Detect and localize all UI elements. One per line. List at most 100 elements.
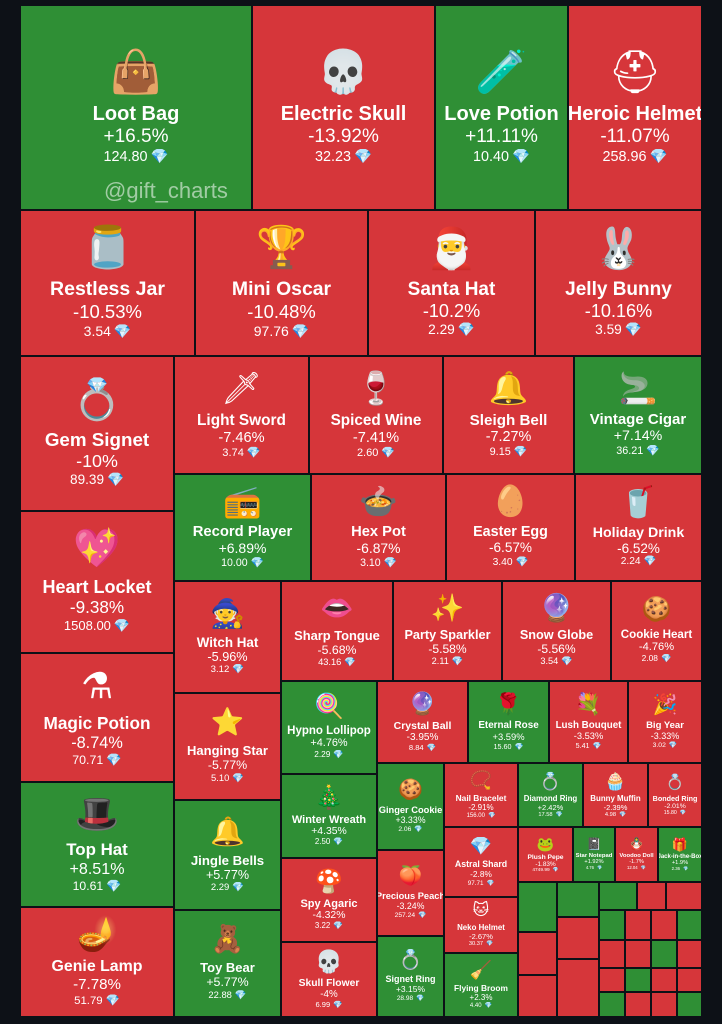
gift-name: Snow Globe [519, 628, 594, 642]
jelly-bunny-icon: 🐰 [593, 226, 644, 271]
tile-record-player[interactable]: 📻 Record Player +6.89% 10.00 💎 [174, 474, 311, 581]
tile-snow-globe[interactable]: 🔮 Snow Globe -5.56% 3.54 💎 [502, 581, 611, 681]
tile-voodoo-doll[interactable]: 🪆 Voodoo Doll -1.7% 12.04 💎 [615, 827, 658, 882]
tile-winter-wreath[interactable]: 🎄 Winter Wreath +4.35% 2.50 💎 [281, 774, 377, 858]
tile-holiday-drink[interactable]: 🥤 Holiday Drink -6.52% 2.24 💎 [575, 474, 702, 581]
tile-jack-in-the-box[interactable]: 🎁 Jack-in-the-Box +1.9% 2.36 💎 [658, 827, 702, 882]
diamond-icon: 💎 [484, 1003, 493, 1009]
tile-bunny-muffin[interactable]: 🧁 Bunny Muffin -2.39% 4.98 💎 [583, 763, 648, 827]
tile-toy-bear[interactable]: 🧸 Toy Bear +5.77% 22.88 💎 [174, 910, 281, 1017]
tile-unlabeled[interactable] [518, 882, 557, 932]
price-value: 124.80 [103, 148, 148, 165]
tile-hex-pot[interactable]: 🍲 Hex Pot -6.87% 3.10 💎 [311, 474, 446, 581]
tile-signet-ring[interactable]: 💍 Signet Ring +3.15% 28.98 💎 [377, 936, 444, 1017]
tile-unlabeled[interactable] [599, 968, 625, 992]
tile-hanging-star[interactable]: ⭐ Hanging Star -5.77% 5.10 💎 [174, 693, 281, 800]
tile-skull-flower[interactable]: 💀 Skull Flower -4% 6.99 💎 [281, 942, 377, 1017]
price-change: -4.76% [638, 641, 675, 653]
price-value: 4749.99 [532, 867, 550, 873]
tile-unlabeled[interactable] [557, 882, 599, 917]
tile-unlabeled[interactable] [651, 910, 677, 940]
tile-ginger-cookie[interactable]: 🍪 Ginger Cookie +3.33% 2.06 💎 [377, 763, 444, 850]
tile-bonded-ring[interactable]: 💍 Bonded Ring -2.01% 15.80 💎 [648, 763, 702, 827]
tile-santa-hat[interactable]: 🎅 Santa Hat -10.2% 2.29 💎 [368, 210, 535, 356]
tile-unlabeled[interactable] [625, 968, 651, 992]
tile-star-notepad[interactable]: 📓 Star Notepad +1.92% 4.76 💎 [573, 827, 615, 882]
diamond-icon: 💎 [487, 813, 496, 819]
tile-sharp-tongue[interactable]: 👄 Sharp Tongue -5.68% 43.16 💎 [281, 581, 393, 681]
tile-unlabeled[interactable] [651, 968, 677, 992]
price-value: 10.00 [221, 557, 248, 569]
tile-precious-peach[interactable]: 🍑 Precious Peach -3.24% 257.24 💎 [377, 850, 444, 936]
tile-unlabeled[interactable] [625, 940, 651, 968]
tile-unlabeled[interactable] [599, 940, 625, 968]
tile-neko-helmet[interactable]: 🐱 Neko Helmet -2.67% 30.37 💎 [444, 897, 518, 953]
diamond-icon: 💎 [683, 865, 689, 871]
tile-heart-locket[interactable]: 💖 Heart Locket -9.38% 1508.00 💎 [20, 511, 174, 653]
tile-heroic-helmet[interactable]: ⛑ Heroic Helmet -11.07% 258.96 💎 [568, 5, 702, 210]
diamond-icon: 💎 [624, 321, 642, 337]
tile-top-hat[interactable]: 🎩 Top Hat +8.51% 10.61 💎 [20, 782, 174, 907]
tile-diamond-ring[interactable]: 💍 Diamond Ring +2.42% 17.58 💎 [518, 763, 583, 827]
tile-big-year[interactable]: 🎉 Big Year -3.33% 3.02 💎 [628, 681, 702, 763]
price-change: -1.7% [629, 859, 644, 865]
tile-magic-potion[interactable]: ⚗ Magic Potion -8.74% 70.71 💎 [20, 653, 174, 782]
tile-unlabeled[interactable] [599, 992, 625, 1017]
tile-unlabeled[interactable] [518, 932, 557, 975]
diamond-icon: 💎 [555, 811, 563, 818]
tile-sleigh-bell[interactable]: 🔔 Sleigh Bell -7.27% 9.15 💎 [443, 356, 574, 474]
flying-broom-icon: 🧹 [469, 960, 493, 980]
tile-spy-agaric[interactable]: 🍄 Spy Agaric -4.32% 3.22 💎 [281, 858, 377, 942]
tile-easter-egg[interactable]: 🥚 Easter Egg -6.57% 3.40 💎 [446, 474, 575, 581]
tile-flying-broom[interactable]: 🧹 Flying Broom +2.3% 4.40 💎 [444, 953, 518, 1017]
tile-genie-lamp[interactable]: 🪔 Genie Lamp -7.78% 51.79 💎 [20, 907, 174, 1017]
tile-unlabeled[interactable] [677, 968, 702, 992]
tile-unlabeled[interactable] [599, 910, 625, 940]
tile-party-sparkler[interactable]: ✨ Party Sparkler -5.58% 2.11 💎 [393, 581, 502, 681]
tile-nail-bracelet[interactable]: 📿 Nail Bracelet -2.91% 156.00 💎 [444, 763, 518, 827]
tile-unlabeled[interactable] [637, 882, 666, 910]
tile-lush-bouquet[interactable]: 💐 Lush Bouquet -3.53% 5.41 💎 [549, 681, 628, 763]
price-value: 156.00 [466, 813, 485, 819]
tile-witch-hat[interactable]: 🧙 Witch Hat -5.96% 3.12 💎 [174, 581, 281, 693]
tile-vintage-cigar[interactable]: 🚬 Vintage Cigar +7.14% 36.21 💎 [574, 356, 702, 474]
tile-hypno-lollipop[interactable]: 🍭 Hypno Lollipop +4.76% 2.29 💎 [281, 681, 377, 774]
tile-unlabeled[interactable] [677, 992, 702, 1017]
tile-love-potion[interactable]: 🧪 Love Potion +11.11% 10.40 💎 [435, 5, 568, 210]
tile-cookie-heart[interactable]: 🍪 Cookie Heart -4.76% 2.08 💎 [611, 581, 702, 681]
tile-electric-skull[interactable]: 💀 Electric Skull -13.92% 32.23 💎 [252, 5, 435, 210]
tile-plush-pepe[interactable]: 🐸 Plush Pepe -1.83% 4749.99 💎 [518, 827, 573, 882]
tile-unlabeled[interactable] [677, 940, 702, 968]
price-change: -6.57% [488, 540, 533, 555]
tile-eternal-rose[interactable]: 🌹 Eternal Rose +3.59% 15.60 💎 [468, 681, 549, 763]
tile-unlabeled[interactable] [599, 882, 637, 910]
price-value: 2.08 [641, 653, 658, 663]
tile-unlabeled[interactable] [677, 910, 702, 940]
tile-restless-jar[interactable]: 🫙 Restless Jar -10.53% 3.54 💎 [20, 210, 195, 356]
tile-loot-bag[interactable]: 👜 Loot Bag +16.5% 124.80 💎 [20, 5, 252, 210]
tile-unlabeled[interactable] [666, 882, 702, 910]
price-value: 3.12 [210, 663, 230, 675]
gift-name: Light Sword [197, 411, 286, 429]
tile-spiced-wine[interactable]: 🍷 Spiced Wine -7.41% 2.60 💎 [309, 356, 443, 474]
tile-mini-oscar[interactable]: 🏆 Mini Oscar -10.48% 97.76 💎 [195, 210, 368, 356]
tile-astral-shard[interactable]: 💎 Astral Shard -2.8% 97.71 💎 [444, 827, 518, 897]
tile-unlabeled[interactable] [557, 959, 599, 1017]
tile-crystal-ball[interactable]: 🔮 Crystal Ball -3.95% 8.84 💎 [377, 681, 468, 763]
diamond-icon: 💎 [486, 941, 494, 947]
tile-unlabeled[interactable] [625, 910, 651, 940]
price-value: 6.99 [315, 999, 331, 1009]
tile-light-sword[interactable]: 🗡 Light Sword -7.46% 3.74 💎 [174, 356, 309, 474]
tile-unlabeled[interactable] [518, 975, 557, 1017]
diamond-icon: 💎 [232, 772, 244, 783]
price-change: -3.53% [573, 731, 604, 741]
tile-gem-signet[interactable]: 💍 Gem Signet -10% 89.39 💎 [20, 356, 174, 511]
price-change: +2.42% [537, 802, 564, 812]
tile-unlabeled[interactable] [625, 992, 651, 1017]
tile-jelly-bunny[interactable]: 🐰 Jelly Bunny -10.16% 3.59 💎 [535, 210, 702, 356]
price-value: 10.61 [72, 879, 104, 893]
tile-unlabeled[interactable] [557, 917, 599, 959]
tile-jingle-bells[interactable]: 🔔 Jingle Bells +5.77% 2.29 💎 [174, 800, 281, 910]
tile-unlabeled[interactable] [651, 940, 677, 968]
tile-unlabeled[interactable] [651, 992, 677, 1017]
